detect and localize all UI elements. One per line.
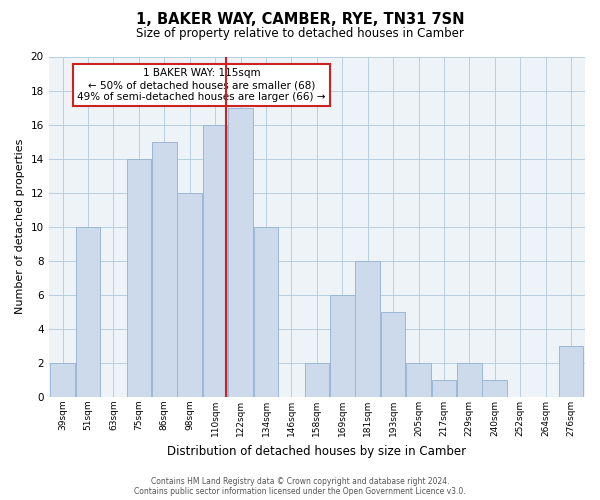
Bar [228,108,253,397]
Bar [559,346,583,397]
Bar [406,363,431,397]
Bar [254,227,278,397]
Bar [178,192,202,397]
Bar [482,380,507,397]
Bar [355,261,380,397]
Y-axis label: Number of detached properties: Number of detached properties [15,139,25,314]
Bar [330,295,355,397]
Text: Size of property relative to detached houses in Camber: Size of property relative to detached ho… [136,28,464,40]
Bar [381,312,406,397]
Bar [127,158,151,397]
Bar [305,363,329,397]
Text: 1 BAKER WAY: 115sqm
← 50% of detached houses are smaller (68)
49% of semi-detach: 1 BAKER WAY: 115sqm ← 50% of detached ho… [77,68,326,102]
Bar [76,227,100,397]
Bar [152,142,176,397]
Text: 1, BAKER WAY, CAMBER, RYE, TN31 7SN: 1, BAKER WAY, CAMBER, RYE, TN31 7SN [136,12,464,28]
Bar [457,363,482,397]
Bar [203,124,227,397]
Bar [431,380,456,397]
Text: Contains HM Land Registry data © Crown copyright and database right 2024.
Contai: Contains HM Land Registry data © Crown c… [134,476,466,496]
X-axis label: Distribution of detached houses by size in Camber: Distribution of detached houses by size … [167,444,466,458]
Bar [50,363,75,397]
